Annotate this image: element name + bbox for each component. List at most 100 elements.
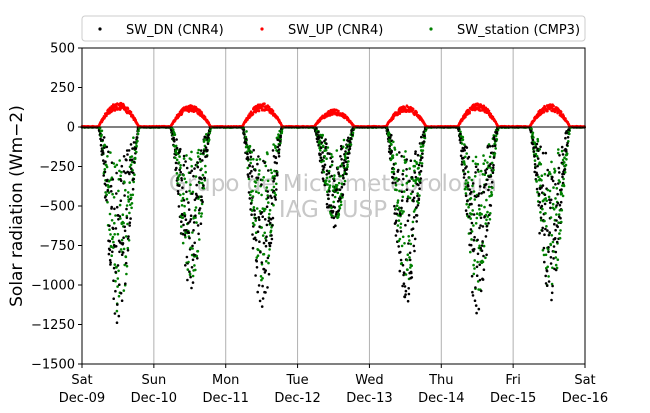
sw-dn-point — [315, 127, 318, 130]
sw-station-point — [268, 208, 272, 212]
sw-dn-point — [110, 190, 113, 193]
sw-station-point — [110, 254, 113, 257]
x-tick-date: Dec-10 — [131, 391, 177, 406]
sw-dn-point — [329, 204, 333, 207]
sw-station-point — [191, 247, 194, 250]
sw-dn-point — [242, 128, 246, 132]
sw-station-point — [106, 200, 109, 204]
sw-dn-point — [201, 200, 204, 204]
sw-station-point — [555, 187, 559, 190]
sw-dn-point — [420, 135, 423, 139]
sw-dn-point — [327, 193, 330, 197]
sw-dn-point — [403, 285, 407, 288]
sw-dn-point — [558, 171, 561, 174]
sw-station-point — [325, 176, 329, 180]
sw-station-point — [410, 264, 414, 268]
sw-dn-point — [118, 283, 121, 287]
sw-dn-point — [273, 177, 276, 180]
sw-dn-point — [392, 172, 396, 176]
sw-station-point — [396, 199, 400, 202]
sw-up-point — [251, 112, 255, 116]
sw-dn-point — [417, 183, 420, 187]
sw-dn-point — [337, 209, 341, 212]
sw-station-point — [135, 144, 138, 148]
sw-dn-point — [481, 240, 484, 243]
sw-dn-point — [102, 159, 105, 162]
sw-dn-point — [412, 196, 416, 200]
sw-station-point — [470, 212, 474, 216]
sw-dn-point — [122, 155, 126, 158]
sw-station-point — [270, 171, 274, 175]
sw-station-point — [266, 152, 269, 156]
sw-dn-point — [128, 172, 131, 176]
sw-dn-point — [251, 233, 254, 236]
sw-dn-point — [268, 244, 272, 248]
sw-station-point — [260, 226, 264, 229]
sw-dn-point — [415, 206, 418, 209]
sw-dn-point — [269, 194, 272, 198]
sw-station-point — [464, 192, 468, 195]
sw-dn-point — [407, 213, 411, 217]
sw-station-point — [178, 173, 182, 177]
sw-dn-point — [323, 163, 327, 167]
sw-dn-point — [317, 136, 321, 140]
sw-station-point — [549, 243, 553, 247]
sw-station-point — [538, 148, 541, 151]
sw-dn-point — [546, 229, 549, 232]
sw-station-point — [557, 148, 560, 151]
sw-station-point — [117, 189, 120, 193]
sw-dn-point — [183, 214, 187, 218]
sw-station-point — [264, 207, 267, 211]
sw-dn-point — [119, 179, 123, 183]
sw-dn-point — [347, 136, 350, 140]
sw-dn-point — [401, 263, 405, 267]
x-tick-day: Wed — [355, 373, 383, 388]
sw-dn-point — [182, 199, 186, 202]
sw-dn-point — [463, 172, 467, 176]
sw-station-point — [548, 189, 552, 193]
sw-dn-point — [125, 207, 128, 211]
sw-dn-point — [247, 191, 251, 194]
sw-dn-point — [405, 199, 409, 203]
sw-station-point — [268, 248, 271, 251]
sw-dn-point — [410, 271, 413, 275]
sw-dn-point — [255, 266, 259, 269]
sw-dn-point — [488, 145, 492, 148]
sw-station-point — [125, 264, 129, 268]
sw-dn-point — [110, 205, 113, 209]
sw-dn-point — [473, 299, 477, 303]
sw-dn-point — [409, 159, 413, 162]
sw-dn-point — [197, 232, 200, 236]
sw-dn-point — [544, 282, 548, 285]
sw-dn-point — [486, 178, 489, 182]
sw-dn-point — [472, 238, 476, 242]
x-tick-day: Tue — [285, 373, 308, 388]
sw-station-point — [406, 253, 410, 256]
sw-station-point — [567, 140, 570, 143]
sw-dn-point — [261, 215, 265, 218]
sw-dn-point — [130, 158, 134, 162]
sw-dn-point — [410, 176, 414, 179]
sw-station-point — [398, 237, 402, 241]
sw-station-point — [194, 268, 197, 272]
sw-dn-point — [111, 227, 115, 230]
sw-station-point — [188, 272, 192, 276]
sw-station-point — [337, 213, 341, 216]
sw-station-point — [267, 261, 270, 265]
sw-dn-point — [563, 168, 567, 171]
sw-station-point — [107, 191, 111, 194]
sw-dn-point — [407, 287, 411, 290]
sw-station-point — [349, 143, 353, 146]
x-tick-date: Dec-15 — [490, 391, 536, 406]
sw-dn-point — [115, 192, 118, 195]
sw-dn-point — [264, 269, 268, 272]
sw-up-point — [489, 112, 493, 116]
sw-station-point — [267, 254, 271, 257]
sw-station-point — [418, 161, 422, 165]
sw-station-point — [204, 170, 207, 174]
sw-station-point — [183, 177, 186, 181]
sw-dn-point — [258, 240, 261, 243]
sw-station-point — [135, 150, 138, 154]
sw-dn-point — [548, 231, 551, 234]
sw-station-point — [207, 138, 211, 141]
